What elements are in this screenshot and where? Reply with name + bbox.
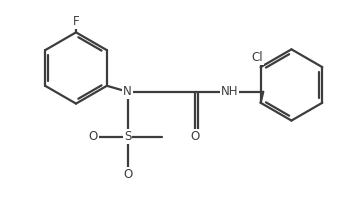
Text: NH: NH	[221, 85, 238, 98]
Text: O: O	[88, 130, 98, 143]
Text: S: S	[124, 130, 131, 143]
Text: O: O	[191, 130, 200, 143]
Text: Cl: Cl	[251, 51, 263, 64]
Text: F: F	[73, 15, 79, 28]
Text: N: N	[123, 85, 132, 98]
Text: O: O	[123, 168, 132, 181]
